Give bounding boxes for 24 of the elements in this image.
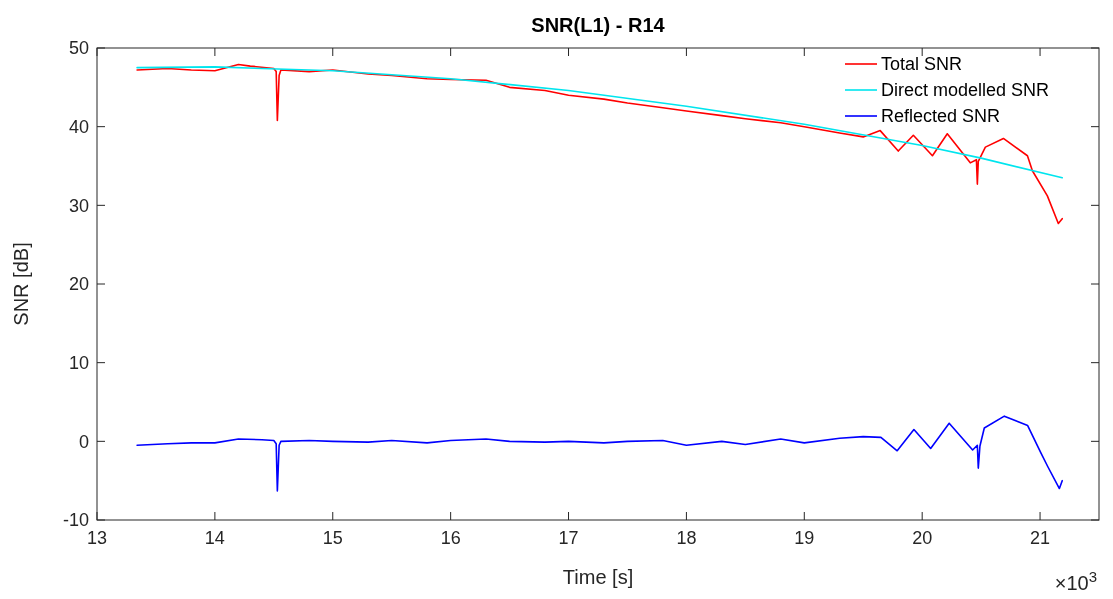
x-tick-label: 21 [1030,528,1051,548]
y-tick-label: 0 [78,431,89,452]
text: ×10$^{3}$ [1054,567,1097,594]
x-tick-label: 15 [322,528,343,548]
legend-label: Direct modelled SNR [881,80,1050,101]
x-tick-label: 13 [86,528,108,548]
line-series [136,415,1064,492]
y-tick-label: 40 [68,116,89,137]
legend-label: Total SNR [881,54,963,75]
x-tick-label: 14 [204,528,225,548]
y-tick-label: -10 [62,510,89,531]
x-tick-label: 20 [912,528,933,548]
y-tick-label: 10 [68,352,89,373]
y-tick-label: 20 [68,274,89,295]
x-tick-label: 16 [440,528,461,548]
x-tick-label: 18 [676,528,697,548]
x-axis-title: Time [s] [562,566,634,588]
x-tick-label: 19 [794,528,815,548]
x-tick-label: 17 [558,528,579,548]
y-tick-label: 50 [68,38,89,59]
y-tick-label: 30 [68,195,89,216]
chart-title: SNR(L1) - R14 [531,14,666,36]
legend-label: Reflected SNR [881,106,1001,127]
y-axis-title: SNR [dB] [10,242,32,326]
